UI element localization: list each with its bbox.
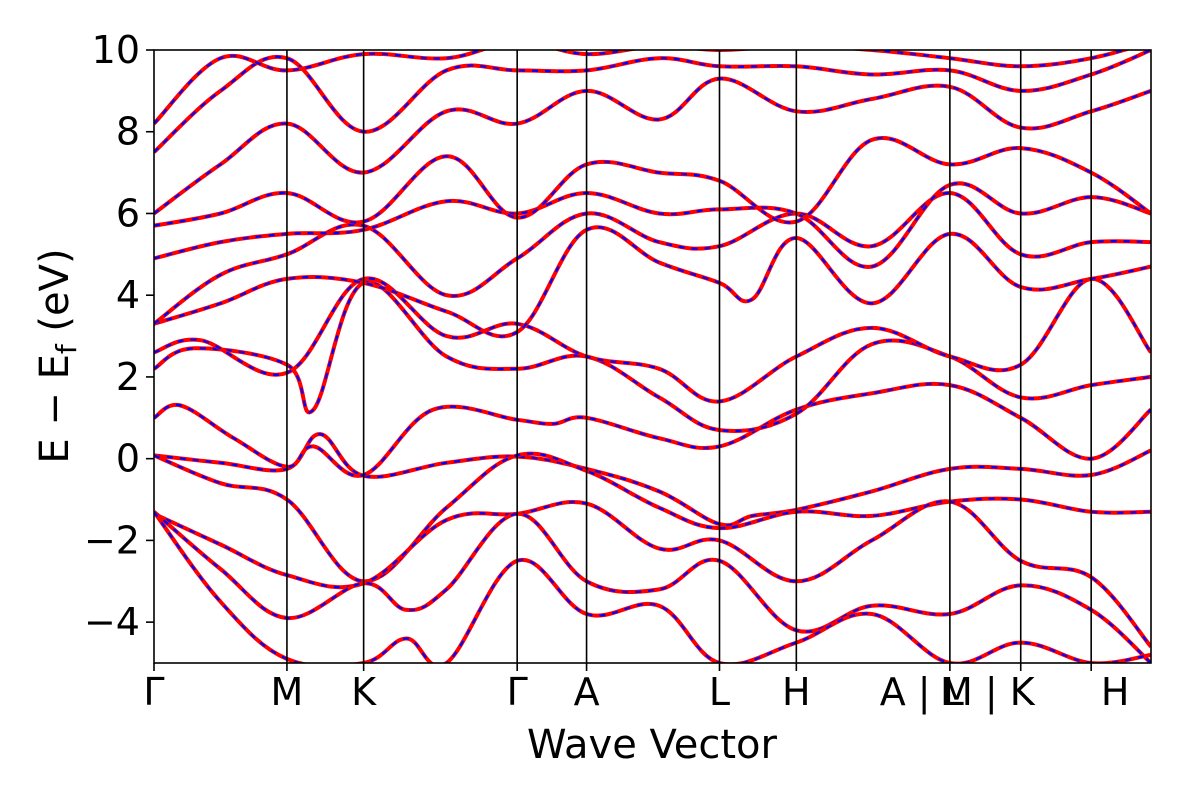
band-line-overlay-14: [154, 50, 1151, 154]
band-line-overlay-4: [154, 510, 1151, 663]
y-tick-label: −4: [84, 600, 140, 644]
high-symmetry-lines: [286, 50, 1092, 663]
x-tick-label: L: [709, 670, 730, 714]
plot-frame: [153, 49, 1152, 664]
x-tick-label: H: [1101, 670, 1130, 714]
x-tick-label: A: [574, 670, 600, 714]
band-line-7: [154, 280, 1151, 433]
x-axis-labels: Γ M K Γ A L H A | LM | K H: [143, 663, 1129, 715]
y-tick-label: −2: [84, 518, 140, 562]
y-axis-title-main: E − E: [32, 354, 78, 464]
y-tick-label: 2: [116, 355, 140, 399]
band-line-overlay-5: [154, 511, 1151, 663]
band-line-overlay-13: [154, 77, 1151, 215]
x-axis-title: Wave Vector: [527, 722, 778, 768]
x-tick-label: A | L: [880, 670, 964, 715]
band-line-overlay-1: [154, 433, 1151, 527]
band-line-overlay-9: [154, 226, 1151, 338]
band-line-overlay-3: [154, 500, 1151, 648]
x-tick-label: Γ: [143, 670, 164, 714]
band-line-overlay-8: [154, 277, 1151, 403]
y-axis-title-unit: (eV): [32, 248, 78, 344]
y-axis-ticks: −4 −2 0 2 4 6 8 10: [84, 28, 154, 644]
y-axis-title-subscript: f: [50, 343, 83, 354]
x-tick-label: M: [271, 670, 304, 714]
x-tick-label: Γ: [507, 670, 528, 714]
band-line-overlay-2: [154, 452, 1151, 583]
band-line-overlay-6: [154, 382, 1151, 477]
y-tick-label: 10: [92, 28, 140, 72]
y-tick-label: 8: [116, 110, 140, 154]
y-tick-label: 0: [116, 437, 140, 481]
x-tick-label: H: [782, 670, 811, 714]
band-line-overlay-10: [154, 191, 1151, 325]
y-tick-label: 6: [116, 191, 140, 235]
y-tick-label: 4: [116, 273, 140, 317]
band-line-overlay-11: [154, 182, 1151, 268]
band-line-overlay-12: [154, 136, 1151, 227]
x-tick-label: K: [351, 670, 377, 714]
band-line-overlay-15: [154, 50, 1128, 125]
y-axis-title: E − Ef (eV): [32, 248, 83, 463]
x-tick-label: M | K: [940, 670, 1036, 715]
